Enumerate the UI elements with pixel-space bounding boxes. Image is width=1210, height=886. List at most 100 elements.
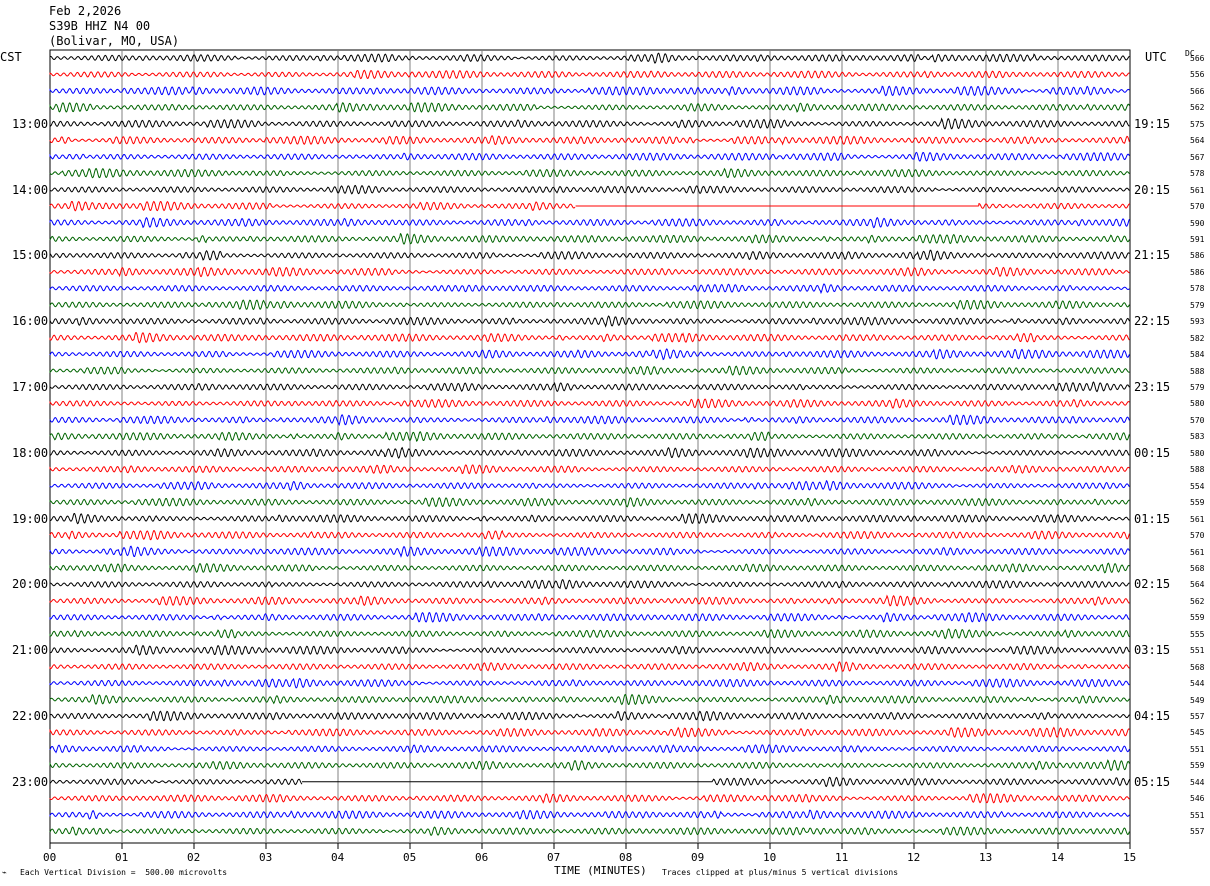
dc-value: 559 xyxy=(1190,498,1205,508)
scale-note: Each Vertical Division = 500.00 microvol… xyxy=(20,868,228,877)
seismic-trace xyxy=(49,611,1130,623)
dc-value: 554 xyxy=(1190,481,1205,491)
utc-axis-label: UTC xyxy=(1145,50,1167,64)
seismic-trace xyxy=(49,52,1130,64)
seismic-trace xyxy=(49,479,1130,492)
seismic-trace xyxy=(49,249,1130,262)
seismic-trace xyxy=(49,431,1130,442)
x-tick-label: 13 xyxy=(979,851,993,864)
x-tick-label: 08 xyxy=(619,851,633,864)
seismic-trace xyxy=(49,628,1130,640)
dc-value: 556 xyxy=(1190,70,1205,80)
x-axis-title: TIME (MINUTES) xyxy=(554,864,647,877)
x-tick-label: 01 xyxy=(115,851,129,864)
seismic-trace xyxy=(49,744,1130,754)
dc-value: 567 xyxy=(1190,152,1205,162)
utc-hour-label: 02:15 xyxy=(1134,577,1171,592)
dc-value: 555 xyxy=(1190,629,1205,639)
cst-hour-label: 16:00 xyxy=(12,314,49,329)
dc-value: 551 xyxy=(1190,646,1205,656)
cst-hour-label: 17:00 xyxy=(12,380,49,394)
dc-value: 586 xyxy=(1190,267,1205,277)
utc-hour-label: 20:15 xyxy=(1134,182,1171,197)
utc-hour-label: 00:15 xyxy=(1134,445,1171,460)
cst-hour-label: 18:00 xyxy=(12,445,49,460)
dc-value: 564 xyxy=(1190,580,1205,590)
dc-value: 561 xyxy=(1190,547,1205,557)
seismic-trace xyxy=(49,545,1130,558)
cst-hour-label: 19:00 xyxy=(12,511,49,526)
dc-value: 584 xyxy=(1190,350,1205,360)
seismic-trace xyxy=(49,398,1130,409)
dc-value: 570 xyxy=(1190,415,1205,425)
utc-hour-label: 22:15 xyxy=(1134,314,1171,329)
x-tick-label: 07 xyxy=(547,851,561,864)
seismic-trace xyxy=(49,497,1130,508)
date-label: Feb 2,2026 xyxy=(49,4,122,18)
seismic-trace xyxy=(49,826,1130,836)
seismic-trace xyxy=(49,512,1130,525)
dc-value: 566 xyxy=(1190,86,1205,96)
dc-value: 568 xyxy=(1190,563,1205,573)
seismic-trace xyxy=(49,200,576,212)
dc-value: 570 xyxy=(1190,531,1205,541)
dc-value: 588 xyxy=(1190,465,1205,475)
seismic-trace xyxy=(49,726,1130,738)
seismic-trace xyxy=(49,661,1130,673)
seismic-trace xyxy=(49,381,1130,393)
dc-value: 590 xyxy=(1190,218,1205,228)
x-tick-label: 04 xyxy=(331,851,345,864)
dc-value: 593 xyxy=(1190,317,1205,327)
x-tick-label: 11 xyxy=(835,851,849,864)
x-tick-label: 05 xyxy=(403,851,417,864)
seismic-trace xyxy=(49,348,1130,361)
utc-hour-label: 05:15 xyxy=(1134,774,1171,789)
x-tick-label: 06 xyxy=(475,851,489,864)
seismic-trace xyxy=(49,266,1130,278)
cst-hour-label: 22:00 xyxy=(12,709,49,723)
dc-value: 544 xyxy=(1190,679,1205,689)
dc-value: 570 xyxy=(1190,202,1205,212)
utc-hour-label: 04:15 xyxy=(1134,709,1171,723)
dc-value: 562 xyxy=(1190,103,1205,113)
seismic-trace xyxy=(49,85,1130,97)
dc-value: 557 xyxy=(1190,827,1205,837)
dc-value: 544 xyxy=(1190,777,1205,787)
cst-axis-label: CST xyxy=(0,50,22,64)
seismic-trace xyxy=(49,579,1130,590)
dc-value: 578 xyxy=(1190,169,1205,179)
dc-value: 549 xyxy=(1190,695,1205,705)
x-tick-label: 02 xyxy=(187,851,201,864)
seismic-trace xyxy=(49,151,1130,162)
dc-value: 586 xyxy=(1190,251,1205,261)
dc-value: 545 xyxy=(1190,728,1205,738)
x-tick-label: 09 xyxy=(691,851,705,864)
dc-value: 580 xyxy=(1190,448,1205,458)
seismic-trace xyxy=(49,759,1130,771)
seismic-trace xyxy=(49,102,1130,113)
seismic-trace xyxy=(49,414,1130,427)
dc-value: 561 xyxy=(1190,514,1205,524)
seismic-trace xyxy=(49,299,1130,311)
dc-value: 591 xyxy=(1190,234,1205,244)
dc-value: 578 xyxy=(1190,284,1205,294)
seismic-trace xyxy=(49,693,1130,706)
seismic-trace xyxy=(49,135,1130,146)
dc-value: 546 xyxy=(1190,794,1205,804)
cst-hour-label: 23:00 xyxy=(12,774,49,789)
seismic-trace xyxy=(49,332,1130,344)
seismic-trace xyxy=(49,283,1130,295)
x-tick-label: 14 xyxy=(1051,851,1065,864)
x-tick-label: 03 xyxy=(259,851,273,864)
station-label: S39B HHZ N4 00 xyxy=(49,19,151,33)
seismic-trace xyxy=(49,677,1130,689)
dc-value: 582 xyxy=(1190,333,1205,343)
dc-value: 559 xyxy=(1190,761,1205,771)
dc-value: 551 xyxy=(1190,810,1205,820)
dc-value: 561 xyxy=(1190,185,1205,195)
dc-value: 566 xyxy=(1190,54,1205,63)
cst-hour-label: 21:00 xyxy=(12,643,49,658)
dc-value: 559 xyxy=(1190,613,1205,623)
location-label: (Bolivar, MO, USA) xyxy=(49,34,180,48)
